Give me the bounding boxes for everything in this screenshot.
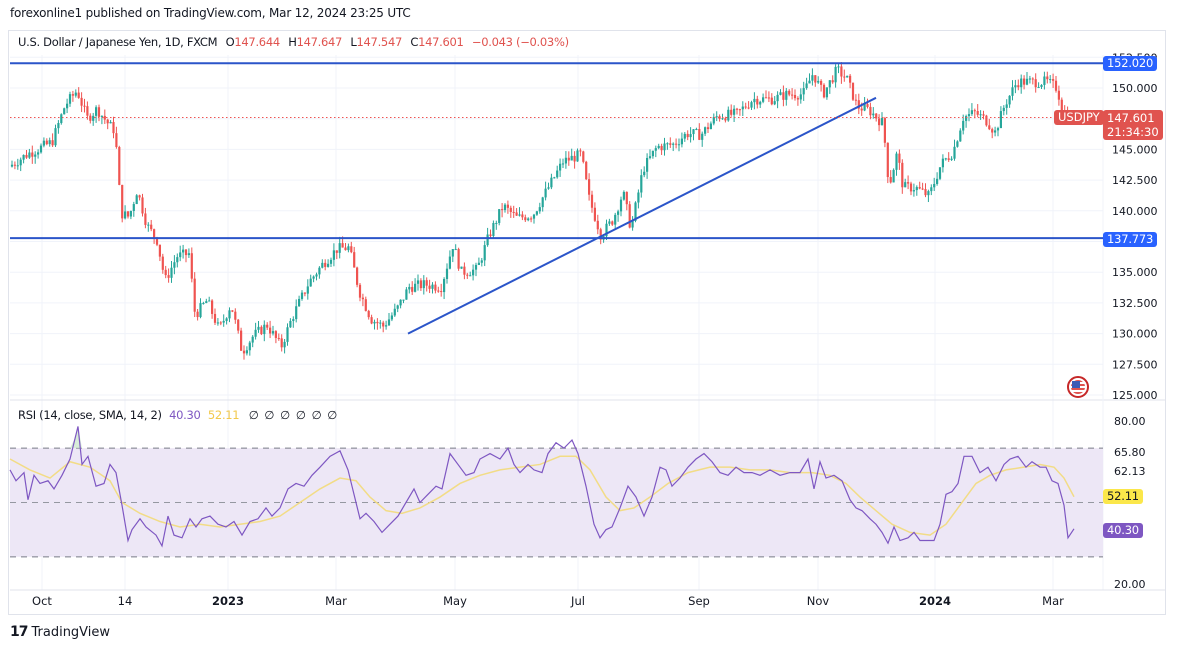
trendline	[407, 96, 877, 335]
svg-text:130.000: 130.000	[1112, 328, 1158, 341]
rsi-title[interactable]: RSI (14, close, SMA, 14, 2)	[18, 408, 162, 422]
rsi-sma-line	[9, 455, 1075, 536]
last-price-tag: 147.601 21:34:30	[1103, 110, 1163, 140]
svg-text:2023: 2023	[212, 594, 244, 608]
rsi-value: 40.30	[169, 408, 201, 422]
na-marker: ∅	[280, 408, 290, 422]
ohlc-low: L147.547	[350, 35, 402, 49]
ohlc-high: H147.647	[288, 35, 343, 49]
last-price: 147.601	[1107, 111, 1155, 125]
svg-text:Jul: Jul	[570, 594, 585, 608]
svg-text:Nov: Nov	[807, 594, 830, 608]
rsi-sma-value: 52.11	[207, 408, 240, 422]
svg-text:125.000: 125.000	[1112, 389, 1158, 402]
rsi-value-tag: 40.30	[1103, 523, 1143, 538]
svg-text:Sep: Sep	[688, 594, 710, 608]
svg-text:140.000: 140.000	[1112, 205, 1158, 218]
rsi-sma-tag: 52.11	[1103, 489, 1143, 504]
svg-text:62.13: 62.13	[1114, 465, 1146, 478]
price-axis: 152.500150.000147.500145.000142.500140.0…	[1112, 51, 1158, 402]
price-change: −0.043 (−0.03%)	[471, 35, 569, 49]
upper-level-tag: 152.020	[1103, 56, 1158, 71]
ohlc-open: O147.644	[225, 35, 281, 49]
symbol-legend: U.S. Dollar / Japanese Yen, 1D, FXCM O14…	[18, 35, 574, 49]
svg-text:20.00: 20.00	[1114, 578, 1146, 591]
price-grid	[10, 55, 1103, 590]
na-marker: ∅	[311, 408, 322, 422]
candles	[10, 62, 1072, 360]
na-marker: ∅	[295, 408, 306, 422]
svg-text:Mar: Mar	[325, 594, 347, 608]
svg-text:145.000: 145.000	[1112, 143, 1158, 156]
svg-text:2024: 2024	[919, 594, 951, 608]
na-marker: ∅	[327, 408, 338, 422]
svg-text:65.80: 65.80	[1114, 446, 1146, 459]
time-axis: Oct 14 2023 Mar May Jul Sep Nov 2024 Mar	[32, 594, 1064, 608]
symbol-description[interactable]: U.S. Dollar / Japanese Yen, 1D, FXCM	[18, 35, 218, 49]
symbol-tag: USDJPY	[1054, 110, 1104, 125]
tradingview-logo-icon: 17	[10, 624, 29, 640]
svg-text:14: 14	[118, 594, 133, 608]
footer-brand: 17 TradingView	[10, 624, 110, 640]
us-flag-icon[interactable]	[1067, 376, 1089, 398]
svg-text:132.500: 132.500	[1112, 297, 1158, 310]
svg-text:135.000: 135.000	[1112, 266, 1158, 279]
rsi-legend: RSI (14, close, SMA, 14, 2) 40.30 52.11 …	[18, 408, 343, 422]
rsi-line	[9, 426, 1075, 548]
svg-text:127.500: 127.500	[1112, 358, 1158, 371]
svg-text:Mar: Mar	[1042, 594, 1064, 608]
na-markers: ∅ ∅ ∅ ∅ ∅ ∅	[249, 408, 343, 422]
rsi-pane: 80.00 65.80 62.13 20.00	[9, 415, 1146, 591]
chart-frame	[8, 30, 1166, 615]
brand-name: TradingView	[31, 624, 111, 640]
svg-text:142.500: 142.500	[1112, 174, 1158, 187]
svg-text:Oct: Oct	[32, 594, 52, 608]
svg-text:May: May	[443, 594, 467, 608]
ohlc-close: C147.601	[410, 35, 464, 49]
svg-text:80.00: 80.00	[1114, 415, 1146, 428]
svg-text:150.000: 150.000	[1112, 82, 1158, 95]
publisher-line: forexonline1 published on TradingView.co…	[10, 6, 411, 20]
bar-countdown: 21:34:30	[1107, 125, 1159, 139]
na-marker: ∅	[248, 408, 259, 422]
na-marker: ∅	[264, 408, 275, 422]
lower-level-tag: 137.773	[1103, 232, 1158, 247]
